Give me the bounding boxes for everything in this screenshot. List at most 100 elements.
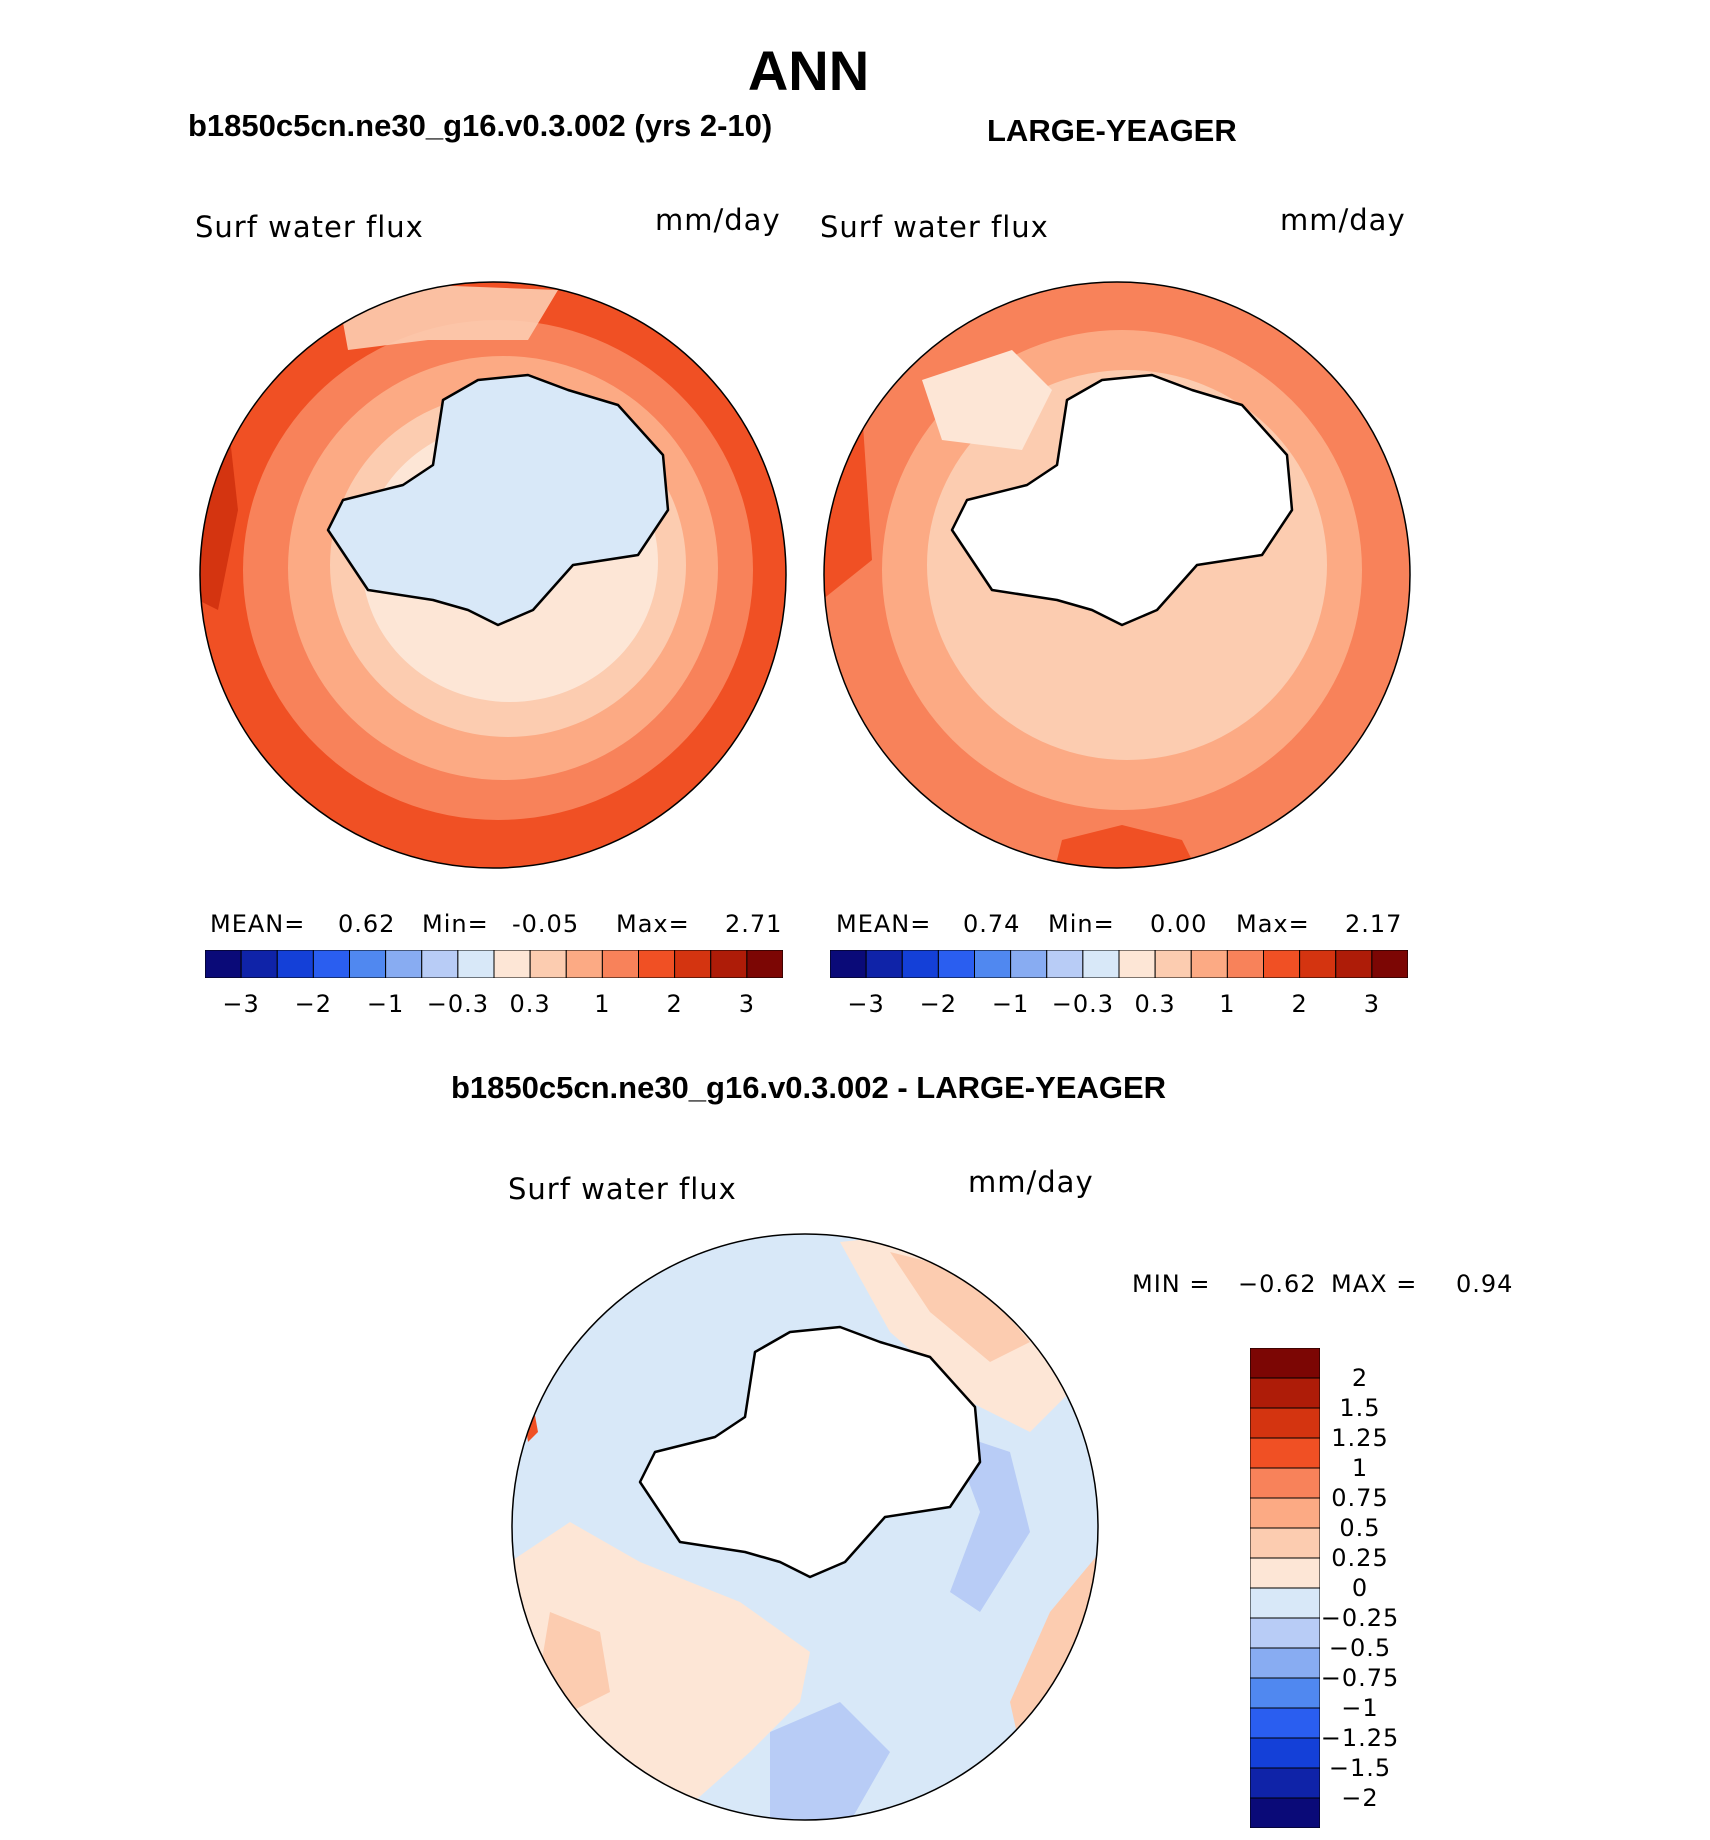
diff-colorbar-swatch <box>1250 1617 1320 1649</box>
obs-mean-label: MEAN= <box>836 910 932 938</box>
obs-colorbar-tick-label: −3 <box>847 990 885 1018</box>
obs-colorbar-tick-label: −0.3 <box>1051 990 1115 1018</box>
model-colorbar-swatch <box>601 950 639 978</box>
diff-colorbar-tick-label: 0.25 <box>1331 1544 1389 1572</box>
diff-colorbar-swatch <box>1250 1647 1320 1679</box>
obs-panel-header: LARGE-YEAGER <box>987 113 1237 148</box>
diff-colorbar-swatch <box>1250 1797 1320 1828</box>
obs-map-border <box>823 281 1411 869</box>
model-colorbar-swatch <box>385 950 423 978</box>
model-units-label: mm/day <box>655 203 781 237</box>
model-colorbar-swatch <box>710 950 748 978</box>
diff-colorbar-swatch <box>1250 1677 1320 1709</box>
model-colorbar-tick-label: −1 <box>366 990 405 1018</box>
model-colorbar-tick-label: 1 <box>594 990 611 1018</box>
diff-colorbar-swatch <box>1250 1377 1320 1409</box>
diff-colorbar <box>1250 1348 1320 1828</box>
model-max-label: Max= <box>616 910 690 938</box>
model-colorbar-swatch <box>276 950 314 978</box>
diff-colorbar-tick-label: 1.5 <box>1339 1394 1381 1422</box>
obs-colorbar-swatch <box>1371 950 1408 978</box>
model-colorbar <box>205 950 783 978</box>
obs-colorbar-swatch <box>1082 950 1120 978</box>
obs-variable-label: Surf water flux <box>820 210 1049 244</box>
obs-colorbar-ticks: −3 −2 −1 −0.3 0.3 1 2 3 <box>830 990 1408 1020</box>
diff-map-border <box>511 1233 1099 1821</box>
obs-colorbar-swatch <box>1118 950 1156 978</box>
diff-max-label: MAX = <box>1331 1270 1418 1298</box>
obs-colorbar-swatch <box>1010 950 1048 978</box>
diff-min-value: −0.62 <box>1238 1270 1317 1298</box>
diff-colorbar-tick-label: 0.75 <box>1331 1484 1389 1512</box>
diff-antarctica-coastline <box>638 1325 982 1579</box>
obs-colorbar-swatch <box>1226 950 1264 978</box>
obs-min-label: Min= <box>1048 910 1115 938</box>
obs-colorbar <box>830 950 1408 978</box>
model-colorbar-swatch <box>240 950 278 978</box>
obs-colorbar-tick-label: 1 <box>1219 990 1236 1018</box>
model-colorbar-swatch <box>638 950 676 978</box>
model-variable-label: Surf water flux <box>195 210 424 244</box>
obs-field-band-0p3 <box>922 350 1052 450</box>
obs-colorbar-swatch <box>937 950 975 978</box>
model-min-label: Min= <box>422 910 489 938</box>
obs-antarctica-coastline <box>950 373 1294 627</box>
diff-colorbar-ticks: 2 1.5 1.25 1 0.75 0.5 0.25 0 −0.25 −0.5 −0.75 −1 −1.… <box>1320 1348 1400 1828</box>
diff-units-label: mm/day <box>968 1165 1094 1199</box>
diff-colorbar-swatch <box>1250 1407 1320 1439</box>
obs-colorbar-swatch <box>1154 950 1192 978</box>
obs-colorbar-swatch <box>830 950 867 978</box>
diff-colorbar-swatch <box>1250 1587 1320 1619</box>
model-colorbar-tick-label: −0.3 <box>426 990 490 1018</box>
model-colorbar-tick-label: −3 <box>222 990 260 1018</box>
diff-panel-header: b1850c5cn.ne30_g16.v0.3.002 - LARGE-YEAG… <box>450 1070 1167 1105</box>
model-colorbar-tick-label: 0.3 <box>509 990 551 1018</box>
model-colorbar-swatch <box>529 950 567 978</box>
obs-colorbar-tick-label: −2 <box>919 990 958 1018</box>
diff-colorbar-tick-label: −0.75 <box>1320 1664 1400 1692</box>
model-max-value: 2.71 <box>725 910 783 938</box>
model-mean-value: 0.62 <box>338 910 396 938</box>
diff-colorbar-tick-label: −1.5 <box>1328 1754 1392 1782</box>
diff-colorbar-tick-label: −2 <box>1341 1784 1379 1812</box>
diff-field-band-neg-0p25 <box>770 1702 890 1820</box>
model-colorbar-tick-label: −2 <box>294 990 333 1018</box>
obs-colorbar-tick-label: −1 <box>991 990 1030 1018</box>
model-colorbar-swatch <box>421 950 459 978</box>
obs-colorbar-swatch <box>1046 950 1084 978</box>
obs-polar-map <box>823 281 1411 869</box>
model-min-value: -0.05 <box>512 910 580 938</box>
diff-colorbar-swatch <box>1250 1437 1320 1469</box>
obs-colorbar-tick-label: 2 <box>1291 990 1308 1018</box>
diff-variable-label: Surf water flux <box>508 1172 737 1206</box>
diff-colorbar-swatch <box>1250 1348 1320 1379</box>
model-colorbar-swatch <box>674 950 712 978</box>
diff-colorbar-swatch <box>1250 1527 1320 1559</box>
model-colorbar-swatch <box>205 950 242 978</box>
diff-colorbar-tick-label: −0.5 <box>1328 1634 1392 1662</box>
diff-field-band-0p5 <box>890 1252 1030 1362</box>
model-colorbar-tick-label: 2 <box>666 990 683 1018</box>
model-panel-header: b1850c5cn.ne30_g16.v0.3.002 (yrs 2-10) <box>188 108 773 143</box>
obs-mean-value: 0.74 <box>963 910 1021 938</box>
model-colorbar-tick-label: 3 <box>738 990 756 1018</box>
diff-colorbar-tick-label: 1 <box>1351 1454 1369 1482</box>
diff-colorbar-tick-label: −1 <box>1341 1694 1379 1722</box>
obs-colorbar-swatch <box>901 950 939 978</box>
model-colorbar-swatch <box>312 950 350 978</box>
diff-colorbar-swatch <box>1250 1767 1320 1799</box>
main-title: ANN <box>747 39 870 102</box>
obs-colorbar-swatch <box>1299 950 1337 978</box>
diff-colorbar-swatch <box>1250 1467 1320 1499</box>
diff-min-label: MIN = <box>1132 1270 1211 1298</box>
model-colorbar-swatch <box>457 950 495 978</box>
obs-colorbar-swatch <box>865 950 903 978</box>
obs-max-label: Max= <box>1236 910 1310 938</box>
obs-max-value: 2.17 <box>1345 910 1403 938</box>
model-colorbar-swatch <box>746 950 783 978</box>
diff-colorbar-tick-label: −0.25 <box>1320 1604 1400 1632</box>
model-mean-label: MEAN= <box>210 910 306 938</box>
obs-colorbar-tick-label: 0.3 <box>1134 990 1176 1018</box>
diff-polar-map <box>511 1233 1099 1821</box>
obs-units-label: mm/day <box>1280 203 1406 237</box>
